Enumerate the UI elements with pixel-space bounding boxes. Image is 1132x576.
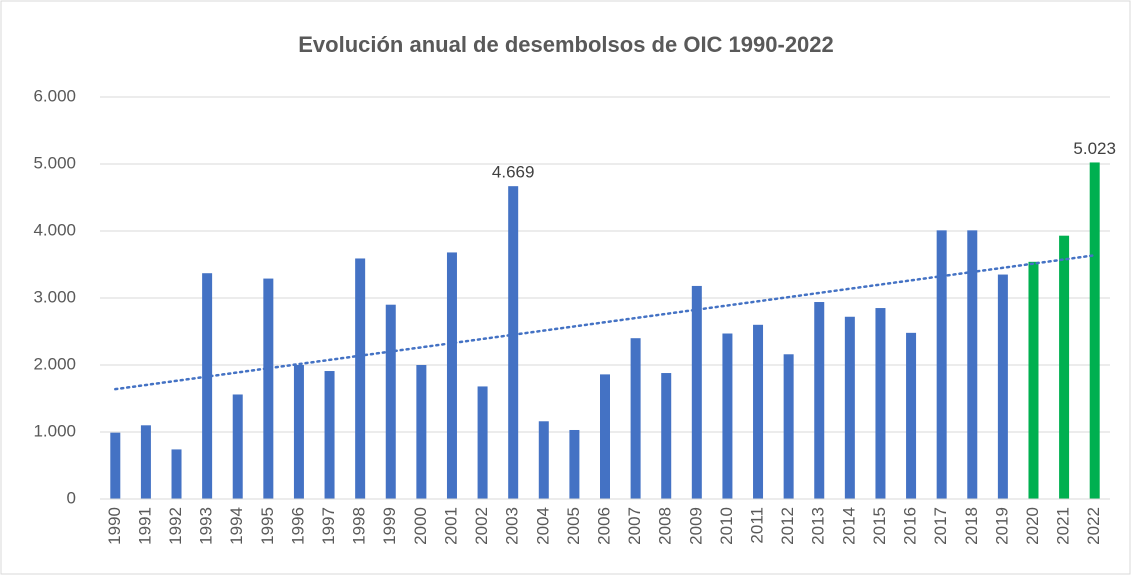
bar [1089,162,1100,500]
bar [814,302,825,499]
x-tick-label: 1995 [258,507,277,545]
x-tick-label: 2010 [717,507,736,545]
bar [630,338,641,499]
y-tick-label: 5.000 [33,153,76,172]
bar [875,308,886,499]
y-tick-label: 0 [67,488,76,507]
x-tick-label: 1999 [380,507,399,545]
x-tick-label: 2022 [1084,507,1103,545]
bar [416,365,427,499]
bar [967,230,978,499]
x-tick-label: 2014 [839,507,858,545]
x-tick-label: 2011 [748,507,767,544]
x-tick-label: 2003 [503,507,522,545]
x-tick-label: 2013 [809,507,828,545]
chart-title: Evolución anual de desembolsos de OIC 19… [298,32,834,57]
bar [722,333,733,499]
bar [385,304,396,499]
bar [661,373,672,499]
bar [753,324,764,499]
bar [263,278,274,499]
bar [324,371,335,499]
bar [110,432,121,499]
x-tick-label: 1998 [350,507,369,545]
x-tick-label: 2021 [1054,507,1073,545]
x-tick-label: 1990 [105,507,124,545]
bar [477,386,488,499]
x-tick-label: 2000 [411,507,430,545]
x-tick-label: 2018 [962,507,981,545]
bar [232,394,243,499]
x-tick-label: 1996 [288,507,307,545]
bar [538,421,549,499]
bar [1059,235,1070,499]
bar [446,252,457,499]
bar [1028,261,1039,499]
x-tick-label: 1994 [227,507,246,545]
trendline [114,254,1096,391]
x-tick-label: 2006 [594,507,613,545]
bar [997,274,1008,499]
bar [783,354,794,499]
x-tick-label: 2009 [686,507,705,545]
bar [171,449,182,499]
bar [691,285,702,499]
x-tick-label: 2008 [656,507,675,545]
x-tick-label: 2016 [901,507,920,545]
data-label: 4.669 [492,163,535,182]
x-tick-label: 2019 [992,507,1011,545]
y-tick-label: 1.000 [33,421,76,440]
bar [844,316,855,499]
x-tick-label: 2005 [564,507,583,545]
bar [355,258,366,499]
y-tick-label: 2.000 [33,354,76,373]
x-tick-label: 1992 [166,507,185,545]
x-tick-label: 1991 [135,507,154,545]
bar [569,429,580,499]
x-tick-label: 2007 [625,507,644,545]
bar [293,365,304,499]
x-tick-label: 2020 [1023,507,1042,545]
x-tick-label: 2017 [931,507,950,545]
y-tick-label: 3.000 [33,287,76,306]
x-tick-label: 2012 [778,507,797,545]
x-tick-label: 2004 [533,507,552,545]
x-tick-label: 2001 [441,507,460,545]
y-tick-label: 4.000 [33,220,76,239]
bar [936,230,947,499]
y-tick-label: 6.000 [33,86,76,105]
bar [140,425,151,499]
bar [508,186,519,499]
bar [202,273,213,499]
x-tick-label: 1997 [319,507,338,545]
bar [600,374,610,499]
data-label: 5.023 [1073,139,1116,158]
bar [906,332,917,499]
x-tick-label: 2002 [472,507,491,545]
x-tick-label: 1993 [197,507,216,545]
x-tick-label: 2015 [870,507,889,545]
